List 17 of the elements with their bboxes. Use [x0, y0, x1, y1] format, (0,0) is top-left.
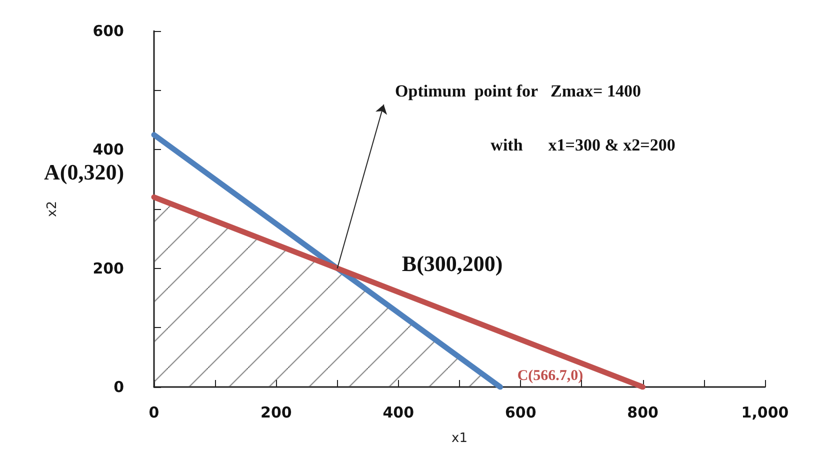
x-tick-label: 400	[382, 404, 414, 422]
annotation: with x1=300 & x2=200	[490, 136, 676, 154]
y-tick-label: 600	[92, 22, 124, 40]
annotation: Optimum point for Zmax= 1400	[395, 82, 641, 100]
x-tick-label: 1,000	[741, 404, 789, 422]
y-axis-title: x2	[45, 201, 60, 217]
annotation: B(300,200)	[402, 250, 503, 276]
x-tick-label: 800	[627, 404, 658, 422]
annotation: C(566.7,0)	[517, 368, 584, 384]
x-tick-label: 600	[504, 404, 536, 422]
y-tick-label: 0	[114, 378, 124, 396]
x-tick-label: 0	[148, 404, 160, 422]
y-tick-label: 200	[92, 259, 124, 278]
annotation: A(0,320)	[44, 160, 124, 185]
y-tick-label: 400	[92, 140, 124, 159]
x-tick-label: 200	[260, 404, 292, 422]
x-axis-title: x1	[452, 431, 468, 446]
